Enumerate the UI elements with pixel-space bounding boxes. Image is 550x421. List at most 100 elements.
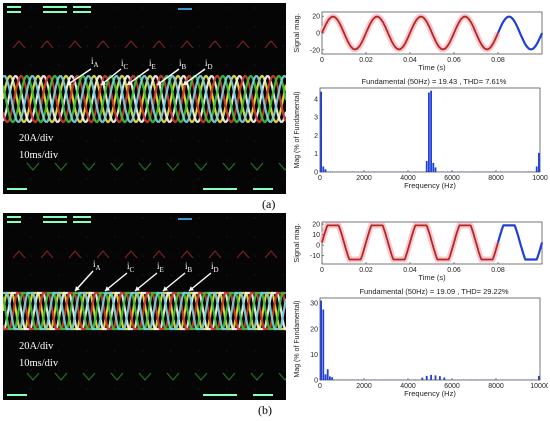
spectrum-bar [435,167,437,172]
grid-dot [199,275,200,276]
grid-dot [115,27,116,28]
reference-trace [111,373,123,380]
grid-dot [87,370,88,371]
x-axis-label: Frequency (Hz) [404,389,456,398]
grid-dot [283,237,284,238]
grid-dot [87,160,88,161]
grid-dot [283,46,284,47]
grid-dot [171,27,172,28]
scope-footer [253,394,273,396]
spectrum-bar [435,375,437,380]
current-scale-label-a: 20A/div [19,133,53,144]
grid-dot [255,351,256,352]
grid-dot [143,27,144,28]
grid-dot [283,370,284,371]
x-tick-label: 0.04 [403,267,417,274]
waveform-chart-b: 0 0.02 0.04 0.06 0.0820100-10Time (s)Signal … [290,214,548,282]
spectrum-bar [428,93,430,172]
grid-dot [227,27,228,28]
reference-trace [237,41,249,48]
x-tick-label: 2000 [356,175,372,182]
grid-dot [283,275,284,276]
grid-dot [143,179,144,180]
reference-trace [125,251,137,258]
grid-dot [87,27,88,28]
grid-dot [115,141,116,142]
scope-readout [43,221,67,223]
grid-dot [171,218,172,219]
scope-footer [203,394,237,396]
panel-label-b: (b) [258,403,272,418]
grid-dot [255,141,256,142]
spectrum-bar [325,169,327,172]
scope-readout [7,221,21,223]
grid-dot [283,351,284,352]
current-label-b-1: iC [127,261,134,274]
x-tick-label: 8000 [488,383,504,390]
x-tick-label: 0.06 [447,267,461,274]
current-label-a-2: iE [149,58,156,71]
grid-dot [87,179,88,180]
grid-dot [115,46,116,47]
grid-dot [59,65,60,66]
grid-dot [143,65,144,66]
grid-dot [227,179,228,180]
scope-readout [73,11,91,13]
y-tick-label: 20 [310,326,318,333]
grid-dot [199,389,200,390]
x-tick-label: 0.04 [403,57,417,64]
grid-dot [3,179,4,180]
grid-dot [199,332,200,333]
spectrum-bar [329,376,331,380]
grid-dot [227,237,228,238]
scope-marker [178,218,192,220]
grid-dot [255,27,256,28]
spectrum-bar [443,377,445,380]
grid-dot [31,218,32,219]
grid-dot [3,256,4,257]
grid-dot [143,351,144,352]
reference-trace [13,41,25,48]
spectrum-bar [538,376,540,380]
grid-dot [255,179,256,180]
scope-readout [43,216,67,218]
y-axis-label: Signal mag. [292,13,301,53]
grid-dot [171,237,172,238]
y-axis-label: Mag (% of Fundamental) [294,91,301,168]
grid-dot [115,389,116,390]
grid-dot [199,256,200,257]
x-tick-label: 0.06 [447,57,461,64]
spectrum-bar [327,369,329,380]
grid-dot [3,27,4,28]
panel-label-a: (a) [262,197,275,212]
y-tick-label: 10 [310,352,318,359]
grid-dot [283,160,284,161]
grid-dot [31,275,32,276]
grid-dot [3,141,4,142]
grid-dot [143,218,144,219]
oscilloscope-panel-b: 20A/div 10ms/div iA iC iE iB iD [3,213,286,400]
scope-footer [253,188,273,190]
reference-trace [153,251,165,258]
spectrum-bar [432,163,434,172]
grid-dot [87,65,88,66]
grid-dot [31,370,32,371]
scope-readout [43,6,67,8]
grid-dot [115,8,116,9]
grid-dot [199,27,200,28]
reference-trace [279,373,286,380]
y-axis-label: Signal mag. [292,223,301,263]
grid-dot [255,389,256,390]
grid-dot [171,256,172,257]
grid-dot [199,46,200,47]
grid-dot [87,275,88,276]
grid-dot [283,65,284,66]
grid-dot [283,27,284,28]
y-axis-label: Mag (% of Fundamental) [294,300,301,377]
reference-trace [139,373,151,380]
x-tick-label: 0.08 [491,57,505,64]
current-label-b-2: iE [157,261,164,274]
grid-dot [227,256,228,257]
x-tick-label: 2000 [356,383,372,390]
spectrum-bar [322,167,324,172]
